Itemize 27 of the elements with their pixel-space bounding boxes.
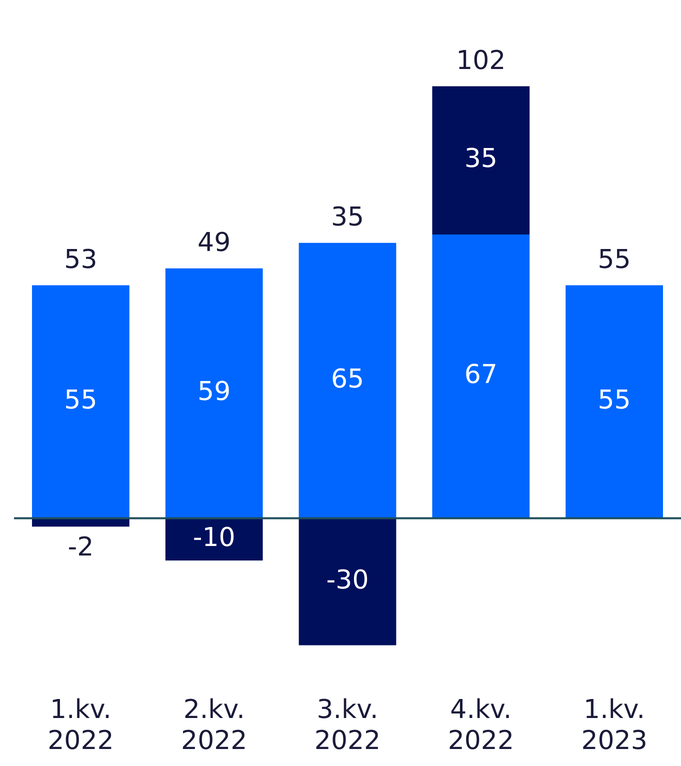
bar [32, 285, 130, 518]
total-label: 35 [330, 202, 364, 233]
data-label: 65 [330, 364, 364, 394]
total-label: 102 [456, 46, 506, 76]
data-label: -2 [68, 532, 94, 562]
x-tick-label: 3.kv. 2022 [314, 694, 381, 756]
data-label: 59 [198, 377, 231, 408]
bar [298, 242, 396, 518]
data-label: 55 [598, 385, 631, 416]
data-label: 35 [464, 144, 498, 174]
bar [298, 518, 396, 646]
x-tick-label: 1.kv. 2022 [48, 694, 114, 756]
x-tick-label: 1.kv. 2023 [581, 694, 648, 756]
bar [432, 86, 530, 234]
bar [165, 518, 263, 561]
bar [165, 268, 263, 518]
data-label: 55 [64, 385, 98, 416]
bar [432, 234, 530, 518]
total-label: 53 [64, 245, 98, 276]
total-label: 49 [198, 228, 231, 258]
x-tick-label: 2.kv. 2022 [181, 694, 248, 756]
total-label: 55 [598, 245, 631, 276]
data-label: -10 [192, 523, 236, 554]
data-label: -30 [326, 565, 369, 596]
bar [566, 285, 663, 518]
x-tick-label: 4.kv. 2022 [448, 694, 514, 756]
data-label: 67 [464, 360, 498, 390]
